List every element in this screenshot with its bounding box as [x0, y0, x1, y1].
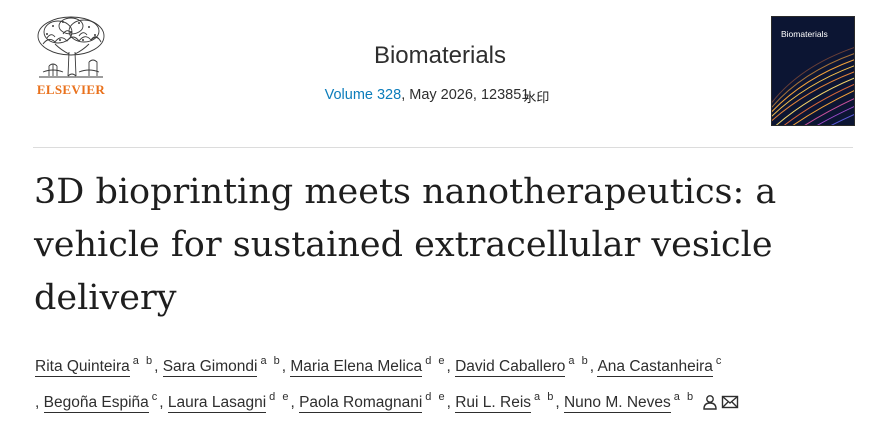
author-item[interactable]: Ana Castanheira c — [597, 355, 724, 377]
author-list: Rita Quinteira a b, Sara Gimondi a b, Mari… — [35, 346, 865, 421]
author-item[interactable]: David Caballero a b — [455, 355, 590, 377]
author-name[interactable]: Begoña Espiña — [43, 394, 149, 413]
author-separator: , — [446, 394, 456, 411]
envelope-icon[interactable] — [721, 394, 739, 410]
article-title: 3D bioprinting meets nanotherapeutics: a… — [34, 172, 777, 318]
author-affiliation: a b — [534, 391, 556, 403]
author-name[interactable]: Paola Romagnani — [299, 394, 423, 413]
publisher-name[interactable]: ELSEVIER — [36, 82, 106, 97]
issue-info: Volume 328, May 2026, 123851水印 — [240, 84, 640, 105]
journal-header: ELSEVIER Biomaterials Volume 328, May 20… — [0, 0, 885, 148]
author-affiliation: c — [151, 391, 160, 403]
author-name[interactable]: Ana Castanheira — [597, 358, 713, 377]
author-item[interactable]: Begoña Espiña c — [43, 391, 160, 413]
corresponding-author-icons — [699, 391, 739, 421]
author-item[interactable]: Rita Quinteira a b — [35, 355, 155, 377]
elsevier-tree-logo[interactable] — [33, 14, 109, 98]
author-separator: , — [154, 358, 163, 375]
cover-title: Biomaterials — [781, 29, 828, 39]
author-item[interactable]: Paola Romagnani d e — [299, 391, 447, 413]
author-affiliation: a b — [568, 355, 590, 367]
author-name[interactable]: Rita Quinteira — [35, 358, 130, 377]
author-name[interactable]: Rui L. Reis — [455, 394, 532, 413]
author-affiliation: a b — [260, 355, 282, 367]
author-name[interactable]: Sara Gimondi — [162, 358, 258, 377]
author-item[interactable]: Nuno M. Neves a b — [563, 391, 696, 413]
header-divider — [33, 147, 853, 148]
author-separator: , — [446, 358, 456, 375]
watermark-stamp: 水印 — [523, 90, 550, 105]
author-affiliation: d e — [269, 391, 291, 403]
issue-date: , May 2026, 123851 — [401, 87, 530, 103]
person-icon[interactable] — [702, 394, 718, 410]
journal-title[interactable]: Biomaterials — [373, 42, 507, 69]
author-item[interactable]: Sara Gimondi a b — [162, 355, 282, 377]
author-separator: , — [281, 358, 291, 375]
author-separator: , — [589, 358, 598, 375]
author-item[interactable]: Maria Elena Melica d e — [290, 355, 447, 377]
author-name[interactable]: Laura Lasagni — [167, 394, 267, 413]
author-name[interactable]: David Caballero — [455, 358, 566, 377]
author-affiliation: d e — [425, 391, 447, 403]
volume-link[interactable]: Volume 328 — [324, 87, 402, 103]
author-affiliation: c — [715, 355, 724, 367]
author-separator: , — [159, 394, 168, 411]
author-affiliation: a b — [673, 391, 696, 403]
author-affiliation: a b — [132, 355, 155, 367]
journal-cover-image[interactable]: Biomaterials — [771, 16, 855, 126]
author-separator: , — [555, 394, 564, 411]
author-separator: , — [35, 394, 44, 411]
author-name[interactable]: Maria Elena Melica — [290, 358, 423, 377]
author-name[interactable]: Nuno M. Neves — [563, 394, 671, 413]
author-item[interactable]: Rui L. Reis a b — [455, 391, 556, 413]
author-separator: , — [290, 394, 300, 411]
author-affiliation: d e — [425, 355, 447, 367]
author-item[interactable]: Laura Lasagni d e — [167, 391, 291, 413]
